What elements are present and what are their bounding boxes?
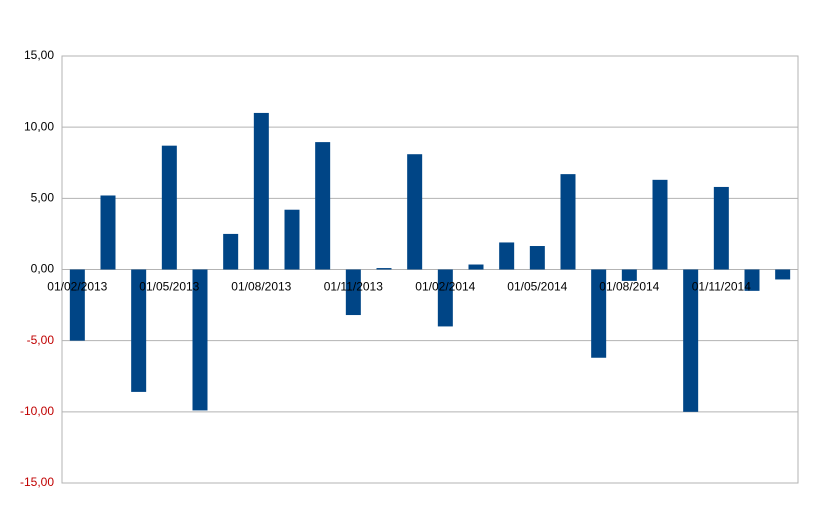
y-tick-label: -15,00: [20, 475, 54, 489]
bar: [192, 269, 208, 411]
x-tick-label: 01/08/2013: [231, 280, 291, 294]
bar: [591, 269, 607, 358]
bar: [437, 269, 453, 327]
bar: [529, 246, 545, 270]
bar: [345, 269, 361, 316]
bar: [652, 179, 668, 270]
x-tick-label: 01/11/2014: [692, 280, 751, 294]
bar: [560, 174, 576, 270]
y-tick-label: -10,00: [20, 404, 54, 418]
y-tick-label: 5,00: [31, 191, 55, 205]
bar: [499, 242, 515, 270]
bar: [713, 186, 729, 270]
x-tick-label: 01/05/2014: [507, 280, 567, 294]
bar: [468, 264, 484, 270]
x-tick-label: 01/08/2014: [599, 280, 659, 294]
x-tick-label: 01/11/2013: [324, 280, 383, 294]
bar: [744, 269, 760, 291]
bar: [253, 112, 269, 270]
bar: [223, 233, 239, 270]
y-tick-label: 10,00: [24, 119, 54, 133]
y-tick-label: -5,00: [27, 333, 55, 347]
bar: [315, 142, 331, 270]
bar: [161, 145, 177, 270]
x-tick-label: 01/02/2014: [415, 280, 475, 294]
bar: [284, 209, 300, 270]
bar: [100, 195, 116, 270]
bar: [69, 269, 85, 341]
x-tick-label: 01/02/2013: [47, 280, 107, 294]
y-tick-label: 15,00: [24, 48, 54, 62]
bar: [683, 269, 699, 412]
bar: [775, 269, 791, 280]
x-tick-label: 01/05/2013: [139, 280, 199, 294]
bar: [621, 269, 637, 281]
bar: [131, 269, 147, 392]
bar: [407, 154, 423, 270]
y-tick-label: 0,00: [31, 262, 55, 276]
bar: [376, 268, 392, 270]
